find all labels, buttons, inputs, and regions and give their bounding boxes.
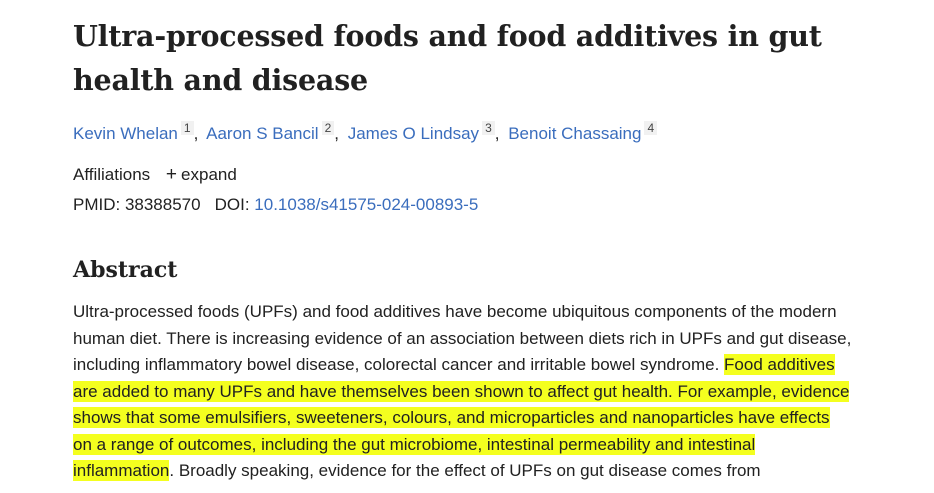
affiliation-number[interactable]: 4 [644, 121, 658, 135]
article-title-line-1: Ultra-processed foods and food additives… [73, 19, 822, 53]
plus-icon: + [165, 164, 178, 185]
abstract-text-plain: including inflammatory bowel disease, co… [73, 355, 725, 374]
author-separator: , [494, 124, 500, 143]
abstract-line: on a range of outcomes, including the gu… [73, 432, 885, 459]
highlighted-text: inflammation [73, 460, 170, 481]
author-list: Kevin Whelan 1, Aaron S Bancil 2, James O … [73, 120, 658, 148]
highlighted-text: on a range of outcomes, including the gu… [73, 433, 756, 455]
expand-label: expand [181, 165, 237, 184]
abstract-text-plain: . Broadly speaking, evidence for the eff… [169, 461, 761, 480]
author-separator: , [334, 124, 339, 143]
abstract-heading: Abstract [73, 257, 178, 283]
abstract-line: are added to many UPFs and have themselv… [73, 379, 885, 406]
abstract-text: Ultra-processed foods (UPFs) and food ad… [73, 299, 885, 485]
highlighted-text: shows that some emulsifiers, sweeteners,… [73, 407, 830, 428]
doi-link[interactable]: 10.1038/s41575-024-00893-5 [254, 195, 479, 214]
article-title-line-2: health and disease [73, 63, 368, 97]
affiliations-toggle[interactable]: Affiliations + expand [73, 162, 237, 188]
pmid: PMID: 38388570 [73, 195, 201, 214]
author-separator: , [193, 124, 199, 143]
article-title: Ultra-processed foods and food additives… [73, 14, 873, 102]
abstract-line: human diet. There is increasing evidence… [73, 328, 852, 348]
abstract-line: shows that some emulsifiers, sweeteners,… [73, 405, 885, 432]
doi-label: DOI: [214, 195, 250, 214]
identifiers: PMID: 38388570 DOI: 10.1038/s41575-024-00… [73, 192, 478, 218]
highlighted-text: are added to many UPFs and have themselv… [73, 380, 850, 402]
affiliation-number[interactable]: 1 [180, 121, 194, 135]
affiliation-number[interactable]: 2 [321, 121, 335, 135]
author-link[interactable]: James O Lindsay [347, 124, 480, 143]
author-link[interactable]: Aaron S Bancil [206, 124, 319, 143]
author-link[interactable]: Benoit Chassaing [508, 124, 642, 143]
author-link[interactable]: Kevin Whelan [73, 124, 178, 143]
highlighted-text: Food additives [724, 354, 835, 375]
abstract-line: inflammation. Broadly speaking, evidence… [73, 458, 885, 485]
abstract-line: Ultra-processed foods (UPFs) and food ad… [73, 302, 837, 321]
abstract-line: including inflammatory bowel disease, co… [73, 352, 885, 379]
affiliations-label: Affiliations [73, 165, 151, 184]
affiliation-number[interactable]: 3 [482, 121, 495, 135]
